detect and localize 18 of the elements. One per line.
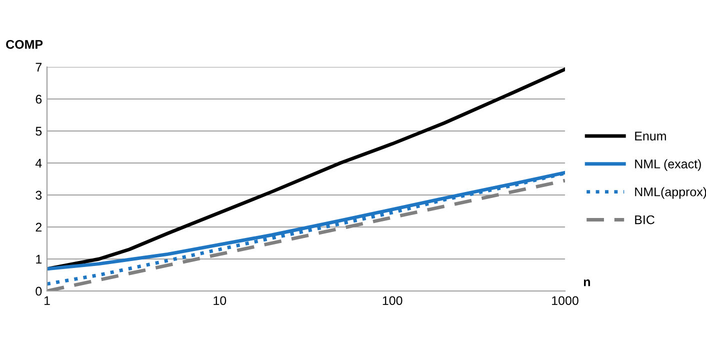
x-tick-label: 100 bbox=[382, 296, 402, 306]
legend-label: BIC bbox=[635, 215, 654, 224]
x-axis-title: n bbox=[584, 279, 590, 286]
y-tick-label: 6 bbox=[36, 94, 42, 104]
y-tick-label: 4 bbox=[35, 158, 42, 168]
y-tick-label: 1 bbox=[36, 254, 42, 264]
y-tick-label: 5 bbox=[36, 126, 42, 136]
legend-label: Enum bbox=[635, 132, 666, 140]
y-tick-label: 0 bbox=[36, 286, 42, 296]
legend-label: NML(approx) bbox=[635, 187, 706, 199]
y-axis-title: COMP bbox=[6, 40, 43, 49]
x-tick-label: 1 bbox=[44, 296, 50, 305]
y-tick-label: 7 bbox=[36, 62, 42, 72]
legend-label: NML (exact) bbox=[635, 159, 701, 171]
y-tick-label: 2 bbox=[36, 222, 42, 232]
x-tick-label: 10 bbox=[214, 296, 226, 306]
x-tick-label: 1000 bbox=[552, 296, 578, 306]
y-tick-label: 3 bbox=[36, 190, 42, 200]
